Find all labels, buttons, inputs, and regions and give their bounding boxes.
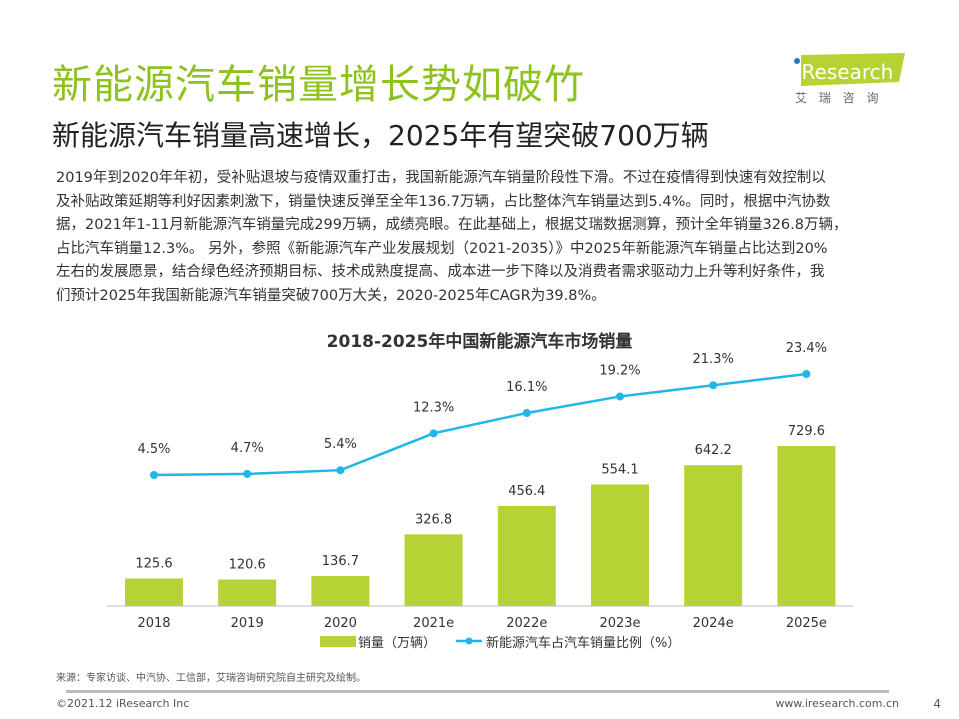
line-label: 21.3% (693, 352, 734, 367)
line-point (429, 429, 438, 438)
legend-bar-label: 销量（万辆） (358, 636, 436, 651)
body-text: 2019年到2020年年初，受补贴退坡与疫情双重打击，我国新能源汽车销量阶段性下… (56, 167, 916, 308)
line-point (243, 469, 252, 478)
bar (404, 534, 463, 606)
body-line: 据，2021年1-11月新能源汽车销量完成299万辆，成绩亮眼。在此基础上，根据… (56, 217, 848, 233)
line-point (336, 466, 345, 475)
bar-label: 125.6 (135, 556, 172, 571)
x-tick-label: 2023e (599, 616, 640, 631)
line-point (709, 381, 718, 390)
bar (218, 579, 277, 606)
body-line: 2019年到2020年年初，受补贴退坡与疫情双重打击，我国新能源汽车销量阶段性下… (56, 170, 826, 186)
body-line: 及补贴政策延期等利好因素刺激下，销量快速反弹至全年136.7万辆，占比整体汽车销… (56, 193, 831, 210)
bar-label: 326.8 (415, 512, 452, 527)
line-point (802, 369, 811, 378)
bar (311, 576, 370, 606)
page-subtitle: 新能源汽车销量高速增长，2025年有望突破700万辆 (52, 119, 709, 152)
x-tick-label: 2025e (786, 616, 827, 631)
body-line: 占比汽车销量12.3%。 另外，参照《新能源汽车产业发展规划（2021-2035… (56, 240, 828, 257)
share-line (153, 372, 807, 477)
iresearch-logo: iResearch 艾 瑞 咨 询 (794, 53, 905, 105)
bar-label: 456.4 (508, 484, 545, 499)
line-label: 5.4% (324, 437, 357, 452)
x-tick-label: 2020 (324, 616, 357, 631)
line-label: 4.5% (137, 442, 170, 457)
line-point (616, 392, 624, 401)
website-link[interactable]: www.iresearch.com.cn (775, 697, 899, 710)
bar-label: 729.6 (788, 424, 825, 439)
x-tick-label: 2022e (506, 616, 547, 631)
bar (684, 465, 743, 606)
x-tick-label: 2019 (231, 616, 264, 631)
chart-title: 2018-2025年中国新能源汽车市场销量 (326, 332, 633, 352)
line-label: 16.1% (506, 380, 547, 395)
bar-label: 554.1 (601, 462, 638, 477)
body-line: 左右的发展愿景，结合绿色经济预期目标、技术成熟度提高、成本进一步下降以及消费者需… (56, 264, 825, 280)
line-point (150, 471, 158, 479)
line-point (522, 409, 531, 418)
svg-text:iResearch: iResearch (796, 60, 893, 84)
line-label: 4.7% (231, 441, 264, 456)
bar (777, 445, 836, 606)
x-tick-label: 2024e (693, 616, 734, 631)
page-number: 4 (933, 697, 941, 711)
bar-label: 642.2 (695, 443, 732, 458)
bar-label: 136.7 (322, 554, 359, 569)
x-tick-label: 2021e (413, 616, 454, 631)
copyright: ©2021.12 iResearch Inc (56, 697, 190, 710)
x-tick-label: 2018 (137, 616, 170, 631)
legend-bar-swatch (320, 636, 356, 647)
legend-line-marker (465, 637, 473, 645)
bar (497, 505, 556, 606)
source-note: 来源：专家访谈、中汽协、工信部，艾瑞咨询研究院自主研究及绘制。 (56, 673, 366, 684)
bar-label: 120.6 (229, 558, 266, 573)
line-label: 19.2% (599, 363, 640, 378)
body-line: 们预计2025年我国新能源汽车销量突破700万大关，2020-2025年CAGR… (56, 287, 606, 304)
legend-line-label: 新能源汽车占汽车销量比例（%） (486, 635, 680, 651)
svg-text:艾 瑞 咨 询: 艾 瑞 咨 询 (795, 90, 882, 105)
footer-divider (66, 690, 889, 693)
bar (125, 578, 183, 606)
line-label: 12.3% (413, 400, 454, 415)
bar (591, 484, 649, 606)
page-title: 新能源汽车销量增长势如破竹 (52, 62, 585, 108)
